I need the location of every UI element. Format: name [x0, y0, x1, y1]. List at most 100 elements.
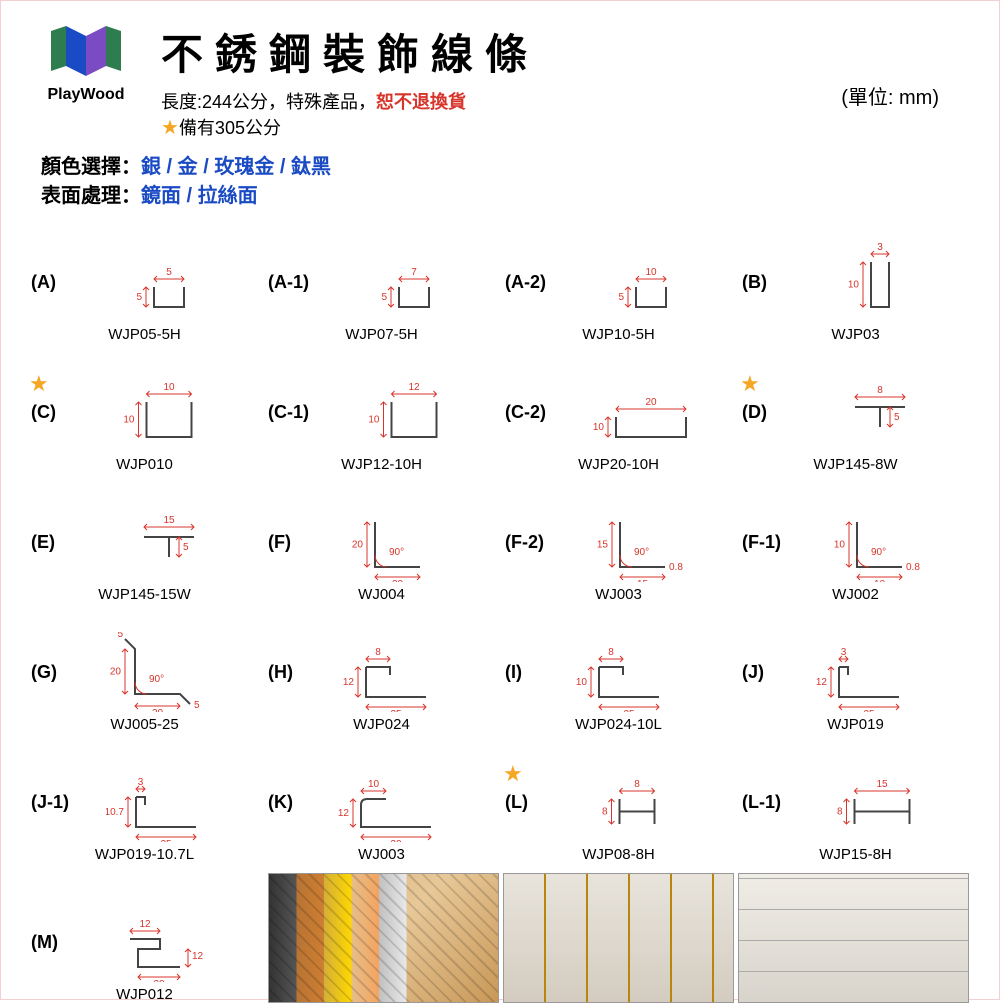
header: PlayWood 不銹鋼裝飾線條 長度:244公分，特殊產品，恕不退換貨 ★備有…: [31, 21, 969, 140]
brand-name: PlayWood: [31, 86, 141, 104]
item-code: WJP145-15W: [98, 586, 191, 603]
item-label: (E): [31, 532, 55, 553]
svg-text:90°: 90°: [634, 547, 649, 558]
profile-diagram: 90° 10 100.8: [785, 502, 969, 582]
item-row: (A-2) 10 5: [505, 242, 732, 322]
svg-text:20: 20: [153, 979, 165, 982]
svg-text:8: 8: [375, 647, 381, 658]
item-row: (G) 90° 20 2055: [31, 632, 258, 712]
star-note-text: 備有305公分: [179, 118, 281, 138]
photo-samples: [268, 873, 499, 1003]
photo-wall: [503, 873, 734, 1003]
item-code: WJ002: [832, 586, 879, 603]
item-label: (B): [742, 272, 767, 293]
item-row: (E) 15 5: [31, 502, 258, 582]
item-label: (D): [742, 402, 767, 423]
product-grid: (A) 5 5 WJP05-5H (A-1) 7 5 WJP07-5H (A-2…: [31, 223, 969, 1003]
svg-text:7: 7: [411, 267, 417, 278]
item-row: (M) 12 12 20: [31, 902, 258, 982]
product-item: (M) 12 12 20 WJP012: [31, 873, 258, 1003]
profile-diagram: 20 10: [550, 372, 732, 452]
svg-text:0.8: 0.8: [669, 562, 683, 573]
svg-text:90°: 90°: [871, 547, 886, 558]
item-code: WJP05-5H: [108, 326, 181, 343]
logo-icon: [41, 21, 131, 81]
profile-diagram: 8 5: [771, 372, 969, 452]
star-icon: ★: [161, 117, 179, 139]
profile-diagram: 5 5: [60, 242, 258, 322]
item-row: (I) 8 10 25: [505, 632, 732, 712]
item-code: WJ003: [595, 586, 642, 603]
unit-label: (單位: mm): [841, 81, 939, 110]
item-row: (A) 5 5: [31, 242, 258, 322]
color-label: 顏色選擇：: [41, 156, 141, 178]
profile-diagram: 8 10 25: [526, 632, 732, 712]
item-code: WJP010: [116, 456, 173, 473]
svg-text:12: 12: [139, 919, 151, 930]
svg-text:10: 10: [874, 579, 886, 582]
product-item: (J) 3 12 25 WJP019: [742, 613, 969, 733]
svg-text:5: 5: [166, 267, 172, 278]
svg-text:15: 15: [876, 779, 888, 790]
color-values: 銀 / 金 / 玫瑰金 / 鈦黑: [141, 156, 331, 178]
main-title: 不銹鋼裝飾線條: [161, 21, 969, 82]
profile-diagram: 8 12 25: [297, 632, 495, 712]
item-label: (A): [31, 272, 56, 293]
svg-text:10: 10: [645, 267, 657, 278]
item-row: (H) 8 12 25: [268, 632, 495, 712]
item-label: (C-2): [505, 402, 546, 423]
item-label: (J-1): [31, 792, 69, 813]
item-code: WJP012: [116, 986, 173, 1003]
svg-text:25: 25: [160, 839, 172, 842]
profile-diagram: 12 10: [313, 372, 495, 452]
item-label: (M): [31, 932, 58, 953]
product-item: ★ (D) 8 5 WJP145-8W: [742, 353, 969, 473]
item-row: (F-2) 90° 15 150.8: [505, 502, 732, 582]
profile-diagram: 8 8: [532, 762, 732, 842]
item-label: (H): [268, 662, 293, 683]
svg-text:3: 3: [877, 242, 883, 253]
product-item: (L-1) 15 8 WJP15-8H: [742, 743, 969, 863]
surface-option: 表面處理：鏡面 / 拉絲面: [41, 179, 969, 208]
item-label: (A-1): [268, 272, 309, 293]
item-code: WJP20-10H: [578, 456, 659, 473]
product-item: ★ (C) 10 10 WJP010: [31, 353, 258, 473]
product-item: (F-1) 90° 10 100.8 WJ002: [742, 483, 969, 603]
product-item: (B) 3 10 WJP03: [742, 223, 969, 343]
color-option: 顏色選擇：銀 / 金 / 玫瑰金 / 鈦黑: [41, 150, 969, 179]
item-row: (L) 8 8: [505, 762, 732, 842]
svg-text:5: 5: [136, 292, 142, 303]
profile-diagram: 10 10: [60, 372, 258, 452]
item-row: (K) 10 12 30: [268, 762, 495, 842]
svg-text:20: 20: [352, 540, 364, 551]
svg-text:90°: 90°: [389, 547, 404, 558]
svg-text:25: 25: [623, 709, 635, 712]
svg-text:8: 8: [634, 779, 640, 790]
svg-text:25: 25: [863, 709, 875, 712]
options-block: 顏色選擇：銀 / 金 / 玫瑰金 / 鈦黑 表面處理：鏡面 / 拉絲面: [41, 150, 969, 208]
item-row: (B) 3 10: [742, 242, 969, 322]
product-item: (K) 10 12 30 WJ003: [268, 743, 495, 863]
profile-diagram: 90° 20 20: [295, 502, 495, 582]
svg-text:10: 10: [163, 382, 175, 393]
item-code: WJP019-10.7L: [95, 846, 194, 863]
svg-text:10: 10: [848, 280, 860, 291]
item-label: (C): [31, 402, 56, 423]
item-label: (L-1): [742, 792, 781, 813]
product-item: (C-2) 20 10 WJP20-10H: [505, 353, 732, 473]
item-label: (K): [268, 792, 293, 813]
star-note: ★備有305公分: [161, 114, 969, 140]
product-item: (F-2) 90° 15 150.8 WJ003: [505, 483, 732, 603]
product-item: (H) 8 12 25 WJP024: [268, 613, 495, 733]
item-code: WJP145-8W: [813, 456, 897, 473]
svg-text:10: 10: [368, 779, 380, 790]
surface-values: 鏡面 / 拉絲面: [141, 185, 258, 207]
svg-text:10.7: 10.7: [106, 807, 124, 818]
profile-diagram: 7 5: [313, 242, 495, 322]
length-text: 長度:244公分，特殊產品，: [161, 92, 376, 112]
item-code: WJP019: [827, 716, 884, 733]
item-code: WJP024-10L: [575, 716, 662, 733]
item-label: (L): [505, 792, 528, 813]
svg-text:5: 5: [381, 292, 387, 303]
item-row: (J-1) 3 10.7 25: [31, 762, 258, 842]
